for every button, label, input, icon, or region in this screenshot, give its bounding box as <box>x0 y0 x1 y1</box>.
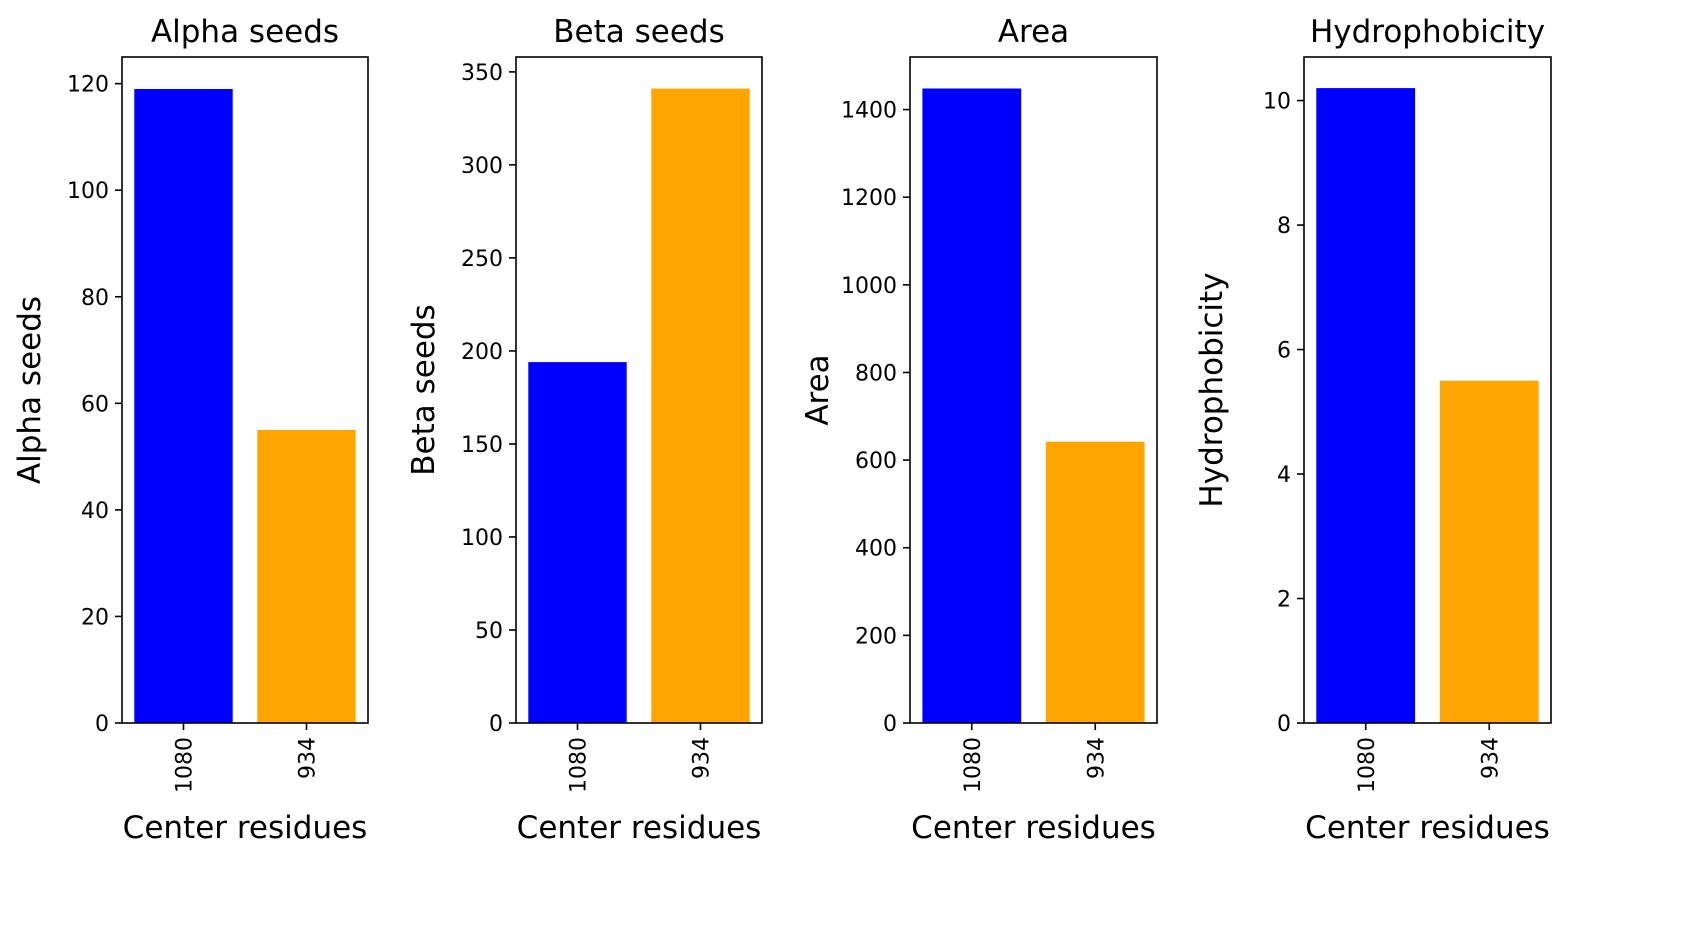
chart-panel-3: 0 200 400 600 800 1000 1200 1400 1080 934 Area Cent… <box>800 14 1158 846</box>
chart-panel-1: 0 20 40 60 80 100 120 1080 934 Alpha seeds Center … <box>12 14 369 846</box>
x-axis-label: Center residues <box>911 810 1156 846</box>
y-tick-label: 600 <box>855 449 897 474</box>
plot-frame <box>121 56 369 724</box>
y-tick-label: 20 <box>81 605 109 630</box>
y-tick-label: 4 <box>1277 463 1291 488</box>
bar-934 <box>651 88 750 724</box>
x-tick-label: 934 <box>1478 737 1503 779</box>
y-tick-label: 250 <box>461 247 503 272</box>
y-axis-label: Area <box>800 354 836 425</box>
y-tick-label: 40 <box>81 499 109 524</box>
y-tick-label: 6 <box>1277 339 1291 364</box>
x-axis-label: Center residues <box>517 810 762 846</box>
y-tick-label: 80 <box>81 286 109 311</box>
bar-934 <box>1045 441 1145 723</box>
bar-1080 <box>528 362 627 723</box>
bar-1080 <box>1316 88 1416 724</box>
bar-934 <box>257 430 356 723</box>
chart-title: Area <box>998 14 1069 50</box>
chart-title: Alpha seeds <box>151 14 339 50</box>
x-axis-label: Center residues <box>123 810 368 846</box>
y-tick-label: 400 <box>855 537 897 562</box>
x-axis-label: Center residues <box>1305 810 1550 846</box>
y-tick-label: 100 <box>67 179 109 204</box>
y-axis-label: Beta seeds <box>406 304 442 475</box>
y-tick-label: 50 <box>475 619 503 644</box>
y-tick-label: 200 <box>855 624 897 649</box>
bar-1080 <box>922 88 1022 723</box>
y-tick-label: 60 <box>81 392 109 417</box>
y-tick-label: 300 <box>461 154 503 179</box>
y-tick-label: 2 <box>1277 588 1291 613</box>
y-axis-label: Hydrophobicity <box>1194 272 1230 507</box>
y-tick-label: 1200 <box>841 186 897 211</box>
y-tick-label: 0 <box>95 712 109 737</box>
y-tick-label: 0 <box>489 712 503 737</box>
y-tick-label: 150 <box>461 433 503 458</box>
x-tick-label: 934 <box>1084 737 1109 779</box>
chart-title: Hydrophobicity <box>1310 14 1545 50</box>
y-tick-label: 0 <box>883 712 897 737</box>
chart-title: Beta seeds <box>553 14 724 50</box>
x-tick-label: 1080 <box>961 737 986 793</box>
plot-frame <box>909 56 1158 724</box>
y-tick-label: 100 <box>461 526 503 551</box>
plot-frame <box>515 56 763 724</box>
y-tick-label: 1400 <box>841 99 897 124</box>
chart-panel-2: 0 50 100 150 200 250 300 350 1080 934 Beta seeds Ce… <box>406 14 763 846</box>
y-tick-label: 1000 <box>841 274 897 299</box>
y-tick-label: 10 <box>1263 90 1291 115</box>
x-tick-label: 934 <box>296 737 321 779</box>
bar-934 <box>1439 380 1539 723</box>
x-tick-label: 1080 <box>567 737 592 793</box>
x-tick-label: 1080 <box>173 737 198 793</box>
y-tick-label: 0 <box>1277 712 1291 737</box>
y-tick-label: 350 <box>461 61 503 86</box>
x-tick-label: 1080 <box>1355 737 1380 793</box>
bar-1080 <box>134 89 233 723</box>
plot-frame <box>1303 56 1552 724</box>
chart-panel-4: 0 2 4 6 8 10 1080 934 Hydrophobicity Center resid… <box>1194 14 1552 846</box>
y-tick-label: 8 <box>1277 214 1291 239</box>
y-tick-label: 120 <box>67 73 109 98</box>
y-tick-label: 800 <box>855 361 897 386</box>
x-tick-label: 934 <box>690 737 715 779</box>
y-axis-label: Alpha seeds <box>12 296 48 484</box>
y-tick-label: 200 <box>461 340 503 365</box>
